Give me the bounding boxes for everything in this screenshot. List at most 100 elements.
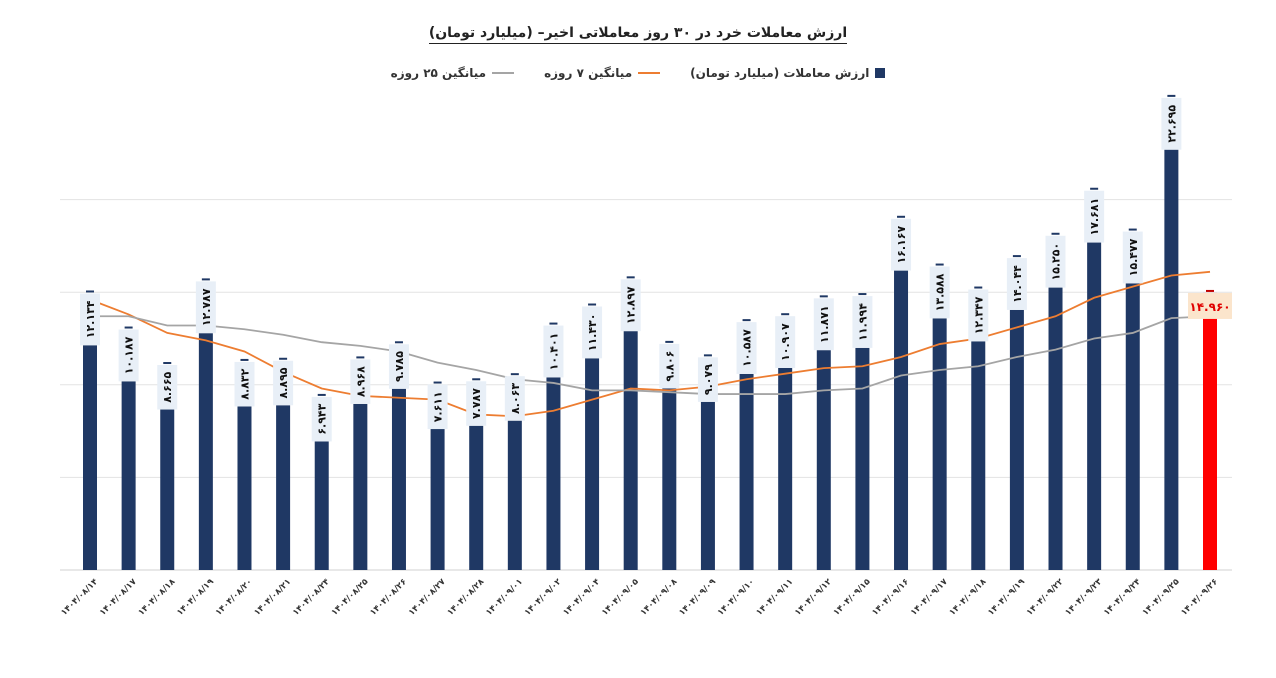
bar: [1009, 309, 1024, 570]
data-label-marker: [240, 358, 249, 361]
legend-swatch-bars: [875, 68, 886, 78]
data-label: ۱۰.۴۰۱: [547, 333, 560, 371]
bar: [778, 368, 793, 570]
data-label-box: [504, 376, 525, 421]
chart-title: ارزش معاملات خرد در ۳۰ روز معاملاتی اخیر…: [0, 22, 1276, 44]
data-label-box: [775, 316, 796, 369]
x-tick-label: ۱۴۰۴/۰۹/۱۱: [754, 577, 795, 618]
x-tick-label: ۱۴۰۴/۰۸/۲۷: [407, 576, 448, 617]
x-tick-label: ۱۴۰۴/۰۸/۱۹: [175, 576, 216, 617]
data-label-marker: [510, 373, 519, 376]
data-label-marker: [394, 341, 403, 344]
bar: [662, 388, 677, 570]
x-tick-label: ۱۴۰۴/۰۹/۰۸: [639, 576, 680, 617]
legend-label-ma25: میانگین ۲۵ روزه: [390, 66, 487, 80]
data-label-marker: [124, 326, 133, 329]
legend-item-bars: ارزش معاملات (میلیارد تومان): [690, 66, 886, 80]
bar: [1048, 287, 1063, 570]
data-label-marker: [472, 378, 481, 381]
data-label-box: [350, 359, 371, 404]
data-label-box: [388, 344, 409, 389]
data-label-marker: [1128, 228, 1137, 231]
bar: [894, 270, 909, 570]
x-tick-label: ۱۴۰۴/۰۹/۲۶: [1179, 577, 1220, 618]
data-label: ۹.۷۸۵: [393, 351, 406, 382]
x-tick-label: ۱۴۰۴/۰۹/۲۳: [1063, 576, 1104, 617]
x-tick-label: ۱۴۰۴/۰۹/۰۹: [677, 576, 718, 617]
data-label: ۱۳.۵۸۸: [934, 273, 947, 311]
bar: [932, 318, 947, 570]
bar: [855, 347, 870, 570]
data-label: ۱۴.۹۶۰: [1189, 300, 1230, 314]
data-label-marker: [588, 303, 597, 306]
x-tick-label: ۱۴۰۴/۰۹/۱۵: [832, 577, 873, 618]
legend-label-bars: ارزش معاملات (میلیارد تومان): [690, 66, 870, 80]
bar: [507, 420, 522, 570]
legend-label-ma7: میانگین ۷ روزه: [544, 66, 633, 80]
data-label-marker: [858, 293, 867, 296]
data-label-marker: [433, 381, 442, 384]
data-label-box: [118, 329, 139, 382]
bar: [816, 350, 831, 570]
data-label: ۸.۸۹۵: [277, 367, 290, 398]
bar: [353, 403, 368, 570]
ma7-line: [89, 270, 1211, 418]
data-label-box: [736, 322, 757, 374]
legend-item-ma25: میانگین ۲۵ روزه: [390, 66, 515, 80]
bar: [314, 441, 329, 570]
data-label: ۸.۸۳۲: [238, 368, 251, 399]
x-tick-label: ۱۴۰۴/۰۸/۲۸: [446, 576, 487, 617]
data-label-marker: [781, 313, 790, 316]
x-tick-label: ۱۴۰۴/۰۹/۲۴: [1102, 577, 1143, 618]
x-tick-label: ۱۴۰۴/۰۹/۰۴: [561, 577, 602, 618]
data-label: ۱۰.۱۸۷: [123, 336, 136, 374]
data-label: ۸.۶۶۵: [161, 371, 174, 402]
data-label-marker: [86, 290, 94, 293]
data-label-box: [582, 306, 603, 359]
x-tick-label: ۱۴۰۴/۰۹/۰۲: [523, 576, 564, 617]
bar: [469, 425, 484, 570]
data-label-box: [157, 365, 178, 410]
data-label-box: [968, 289, 989, 342]
data-label: ۱۱.۸۷۱: [818, 305, 831, 343]
legend-item-ma7: میانگین ۷ روزه: [544, 66, 661, 80]
data-label: ۷.۷۸۷: [470, 388, 483, 419]
x-tick-label: ۱۴۰۴/۰۹/۱۹: [986, 576, 1027, 617]
data-label-marker: [1090, 187, 1099, 190]
data-label: ۱۴.۰۴۴: [1011, 265, 1024, 303]
data-label-marker: [1167, 94, 1176, 97]
data-label-box: [427, 384, 448, 430]
bar: [198, 333, 213, 570]
data-label: ۱۵.۴۷۷: [1127, 238, 1140, 276]
bar: [276, 405, 291, 570]
data-label-marker: [626, 276, 635, 279]
data-label-marker: [935, 263, 944, 266]
bar: [971, 341, 986, 570]
data-label-marker: [1206, 289, 1214, 292]
bar: [121, 381, 136, 570]
x-tick-label: ۱۴۰۴/۰۸/۱۷: [98, 576, 139, 617]
data-label-box: [80, 293, 100, 346]
data-label-box: [466, 381, 487, 426]
data-label-box: [311, 396, 332, 442]
data-label-box: [697, 357, 718, 402]
data-label-box: [543, 325, 564, 378]
data-label-marker: [742, 319, 751, 322]
data-label-marker: [1051, 232, 1060, 235]
x-tick-label: ۱۴۰۴/۰۸/۱۸: [137, 576, 178, 617]
legend-swatch-ma25: [492, 72, 515, 74]
bar: [1125, 283, 1140, 570]
bar: [160, 409, 175, 570]
data-label-box: [852, 296, 873, 348]
bar: [1087, 242, 1102, 570]
data-label-marker: [665, 340, 674, 343]
x-tick-label: ۱۴۰۴/۰۹/۱۸: [948, 576, 989, 617]
data-label: ۹.۰۷۹: [702, 364, 715, 395]
bar: [700, 401, 715, 570]
data-label: ۱۰.۵۸۷: [741, 329, 754, 367]
legend: ارزش معاملات (میلیارد تومان) میانگین ۷ ر…: [0, 66, 1276, 80]
data-label: ۱۱.۴۳۰: [586, 314, 599, 352]
x-tick-label: ۱۴۰۴/۰۹/۱۷: [909, 576, 950, 617]
data-label-marker: [819, 295, 828, 298]
data-label-marker: [279, 357, 288, 360]
